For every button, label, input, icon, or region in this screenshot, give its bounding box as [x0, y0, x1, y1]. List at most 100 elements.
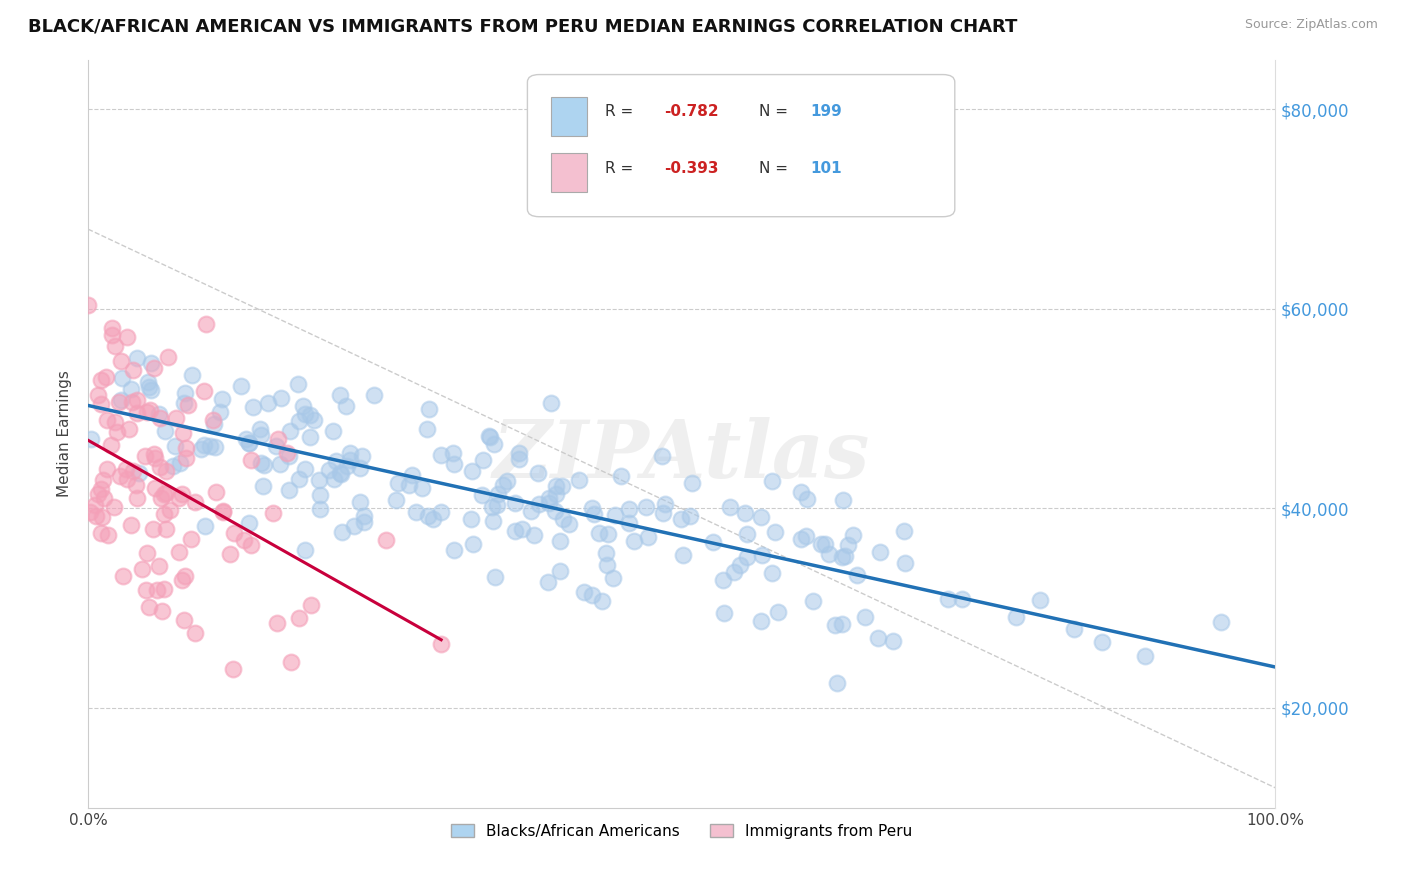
- Point: [430, 448, 453, 462]
- Point: [416, 508, 439, 523]
- Point: [177, 398, 200, 412]
- Point: [165, 410, 187, 425]
- Point: [202, 413, 225, 427]
- Point: [486, 498, 509, 512]
- Point: [235, 432, 257, 446]
- Point: [482, 437, 505, 451]
- Point: [139, 356, 162, 370]
- Point: [238, 516, 260, 530]
- FancyBboxPatch shape: [551, 153, 586, 193]
- Point: [596, 558, 619, 572]
- Point: [544, 504, 567, 518]
- Point: [1091, 634, 1114, 648]
- Point: [249, 422, 271, 436]
- Point: [139, 403, 162, 417]
- Point: [159, 503, 181, 517]
- Point: [353, 515, 375, 529]
- Point: [430, 505, 453, 519]
- Y-axis label: Median Earnings: Median Earnings: [58, 370, 72, 497]
- Point: [264, 439, 287, 453]
- Point: [208, 404, 231, 418]
- Point: [591, 594, 613, 608]
- Point: [232, 533, 254, 547]
- Point: [111, 371, 134, 385]
- Point: [671, 512, 693, 526]
- Point: [308, 488, 330, 502]
- Point: [128, 466, 150, 480]
- Point: [603, 508, 626, 523]
- Point: [108, 394, 131, 409]
- Point: [363, 388, 385, 402]
- Point: [90, 397, 112, 411]
- Point: [193, 438, 215, 452]
- Point: [198, 439, 221, 453]
- Point: [172, 426, 194, 441]
- Point: [581, 501, 603, 516]
- Point: [112, 569, 135, 583]
- Point: [127, 393, 149, 408]
- Point: [536, 575, 558, 590]
- Point: [277, 449, 299, 463]
- Point: [537, 496, 560, 510]
- Point: [165, 439, 187, 453]
- Point: [508, 446, 530, 460]
- Point: [125, 406, 148, 420]
- Point: [325, 454, 347, 468]
- Point: [831, 550, 853, 565]
- Point: [430, 637, 453, 651]
- Point: [148, 407, 170, 421]
- Point: [157, 350, 180, 364]
- Point: [155, 485, 177, 500]
- Point: [550, 565, 572, 579]
- Point: [257, 396, 280, 410]
- Point: [153, 582, 176, 596]
- Point: [167, 545, 190, 559]
- Point: [411, 481, 433, 495]
- Point: [120, 383, 142, 397]
- Point: [276, 446, 298, 460]
- Point: [598, 526, 620, 541]
- Point: [180, 368, 202, 383]
- Point: [174, 441, 197, 455]
- Point: [734, 506, 756, 520]
- Point: [405, 505, 427, 519]
- Point: [143, 447, 166, 461]
- Point: [520, 503, 543, 517]
- Text: BLACK/AFRICAN AMERICAN VS IMMIGRANTS FROM PERU MEDIAN EARNINGS CORRELATION CHART: BLACK/AFRICAN AMERICAN VS IMMIGRANTS FRO…: [28, 18, 1018, 36]
- Point: [117, 472, 139, 486]
- Point: [218, 547, 240, 561]
- Point: [148, 559, 170, 574]
- Point: [461, 464, 484, 478]
- Text: R =: R =: [605, 161, 638, 176]
- Point: [1135, 648, 1157, 663]
- Point: [652, 506, 675, 520]
- Point: [115, 329, 138, 343]
- Point: [287, 472, 309, 486]
- Text: 199: 199: [810, 104, 842, 120]
- Point: [353, 509, 375, 524]
- Point: [523, 528, 546, 542]
- Point: [801, 594, 824, 608]
- Point: [173, 385, 195, 400]
- Point: [150, 604, 173, 618]
- Point: [882, 634, 904, 648]
- Point: [749, 614, 772, 628]
- Point: [651, 449, 673, 463]
- Point: [479, 430, 502, 444]
- Point: [619, 516, 641, 530]
- Point: [299, 598, 322, 612]
- Point: [416, 422, 439, 436]
- Point: [503, 496, 526, 510]
- Point: [120, 517, 142, 532]
- Point: [266, 615, 288, 630]
- Point: [155, 464, 177, 478]
- Point: [723, 565, 745, 579]
- Point: [280, 655, 302, 669]
- Point: [551, 479, 574, 493]
- Point: [763, 524, 786, 539]
- Point: [96, 413, 118, 427]
- Point: [568, 473, 591, 487]
- Point: [831, 492, 853, 507]
- Point: [90, 510, 112, 524]
- Point: [339, 446, 361, 460]
